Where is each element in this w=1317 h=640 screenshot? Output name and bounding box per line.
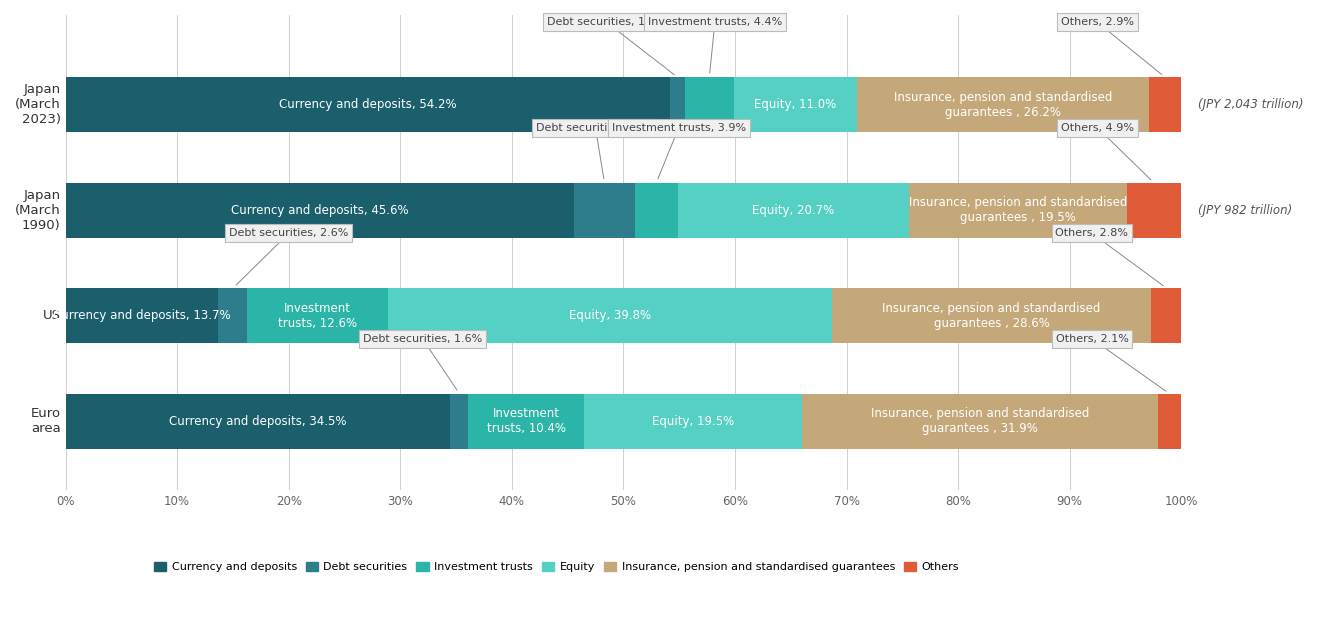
Bar [1151,288,1183,343]
Text: Debt securities, 5.4%: Debt securities, 5.4% [536,123,655,179]
Bar [389,288,832,343]
Text: Insurance, pension and standardised
guarantees , 31.9%: Insurance, pension and standardised guar… [871,407,1089,435]
Bar [469,394,585,449]
Text: Equity, 19.5%: Equity, 19.5% [652,415,735,428]
Bar [678,182,909,237]
Bar [1158,394,1181,449]
Bar [802,394,1158,449]
Bar [248,288,389,343]
Bar [670,77,685,132]
Bar [66,77,670,132]
Text: Investment
trusts, 12.6%: Investment trusts, 12.6% [278,301,357,330]
Bar [66,288,219,343]
Text: Others, 2.1%: Others, 2.1% [1055,334,1166,391]
Bar [66,394,450,449]
Text: Insurance, pension and standardised
guarantees , 26.2%: Insurance, pension and standardised guar… [893,91,1112,118]
Bar [635,182,678,237]
Text: Investment trusts, 3.9%: Investment trusts, 3.9% [611,123,745,179]
Text: Insurance, pension and standardised
guarantees , 19.5%: Insurance, pension and standardised guar… [909,196,1127,224]
Text: Insurance, pension and standardised
guarantees , 28.6%: Insurance, pension and standardised guar… [882,301,1101,330]
Text: Others, 2.8%: Others, 2.8% [1055,228,1163,285]
Text: Others, 4.9%: Others, 4.9% [1062,123,1151,180]
Bar [1126,182,1181,237]
Text: Investment trusts, 4.4%: Investment trusts, 4.4% [648,17,782,73]
Bar [450,394,469,449]
Bar [685,77,734,132]
Bar [585,394,802,449]
Text: Currency and deposits, 13.7%: Currency and deposits, 13.7% [53,309,230,322]
Text: (JPY 2,043 trillion): (JPY 2,043 trillion) [1198,98,1304,111]
Bar [219,288,248,343]
Bar [909,182,1126,237]
Bar [832,288,1151,343]
Bar [574,182,635,237]
Bar [1148,77,1181,132]
Text: Equity, 39.8%: Equity, 39.8% [569,309,651,322]
Text: Equity, 11.0%: Equity, 11.0% [755,98,836,111]
Text: Debt securities, 1.3%: Debt securities, 1.3% [547,17,674,75]
Legend: Currency and deposits, Debt securities, Investment trusts, Equity, Insurance, pe: Currency and deposits, Debt securities, … [149,557,964,577]
Text: Debt securities, 2.6%: Debt securities, 2.6% [229,228,349,285]
Text: Currency and deposits, 54.2%: Currency and deposits, 54.2% [279,98,457,111]
Text: Debt securities, 1.6%: Debt securities, 1.6% [363,334,482,390]
Text: Currency and deposits, 34.5%: Currency and deposits, 34.5% [170,415,346,428]
Text: (JPY 982 trillion): (JPY 982 trillion) [1198,204,1292,216]
Bar [66,182,574,237]
Text: Investment
trusts, 10.4%: Investment trusts, 10.4% [487,407,566,435]
Bar [856,77,1148,132]
Text: Others, 2.9%: Others, 2.9% [1062,17,1162,75]
Text: Currency and deposits, 45.6%: Currency and deposits, 45.6% [232,204,408,216]
Bar [734,77,856,132]
Text: Equity, 20.7%: Equity, 20.7% [752,204,835,216]
